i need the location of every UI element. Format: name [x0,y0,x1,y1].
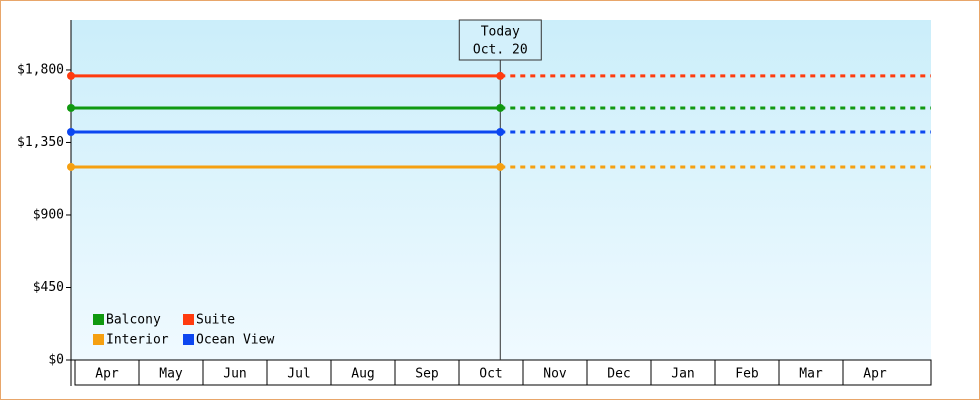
legend-swatch [183,314,194,325]
x-tick-label: Jan [671,367,694,382]
legend-label: Balcony [106,313,161,328]
x-tick-label: Apr [95,367,119,382]
y-tick-label: $450 [33,280,64,295]
legend-swatch [183,334,194,345]
legend-label: Suite [196,313,235,328]
point [496,162,505,171]
x-tick-label: Jun [223,367,246,382]
legend-label: Ocean View [196,333,274,348]
x-tick-label: Jul [287,367,310,382]
y-tick-label: $0 [48,353,64,368]
x-tick-label: May [159,367,183,382]
x-tick-label: Oct [479,367,502,382]
x-tick-label: Mar [799,367,823,382]
y-tick-label: $1,350 [17,135,64,150]
month-strip [74,359,932,386]
point [496,127,505,136]
legend-swatch [93,334,104,345]
today-date: Oct. 20 [473,43,528,58]
legend-label: Interior [106,333,169,348]
legend-swatch [93,314,104,325]
point [67,71,75,80]
y-tick-label: $1,800 [17,62,64,77]
x-tick-label: Dec [607,367,630,382]
x-tick-label: Feb [735,367,759,382]
point [67,127,75,136]
x-tick-label: Sep [415,367,439,382]
point [496,71,505,80]
today-box [458,19,542,61]
x-tick-label: Apr [863,367,887,382]
x-tick-label: Aug [351,367,374,382]
point [67,162,75,171]
x-tick-label: Nov [543,367,567,382]
point [67,103,75,112]
point [496,103,505,112]
today-label: Today [481,25,520,40]
y-tick-label: $900 [33,207,64,222]
plot-area [71,20,931,360]
